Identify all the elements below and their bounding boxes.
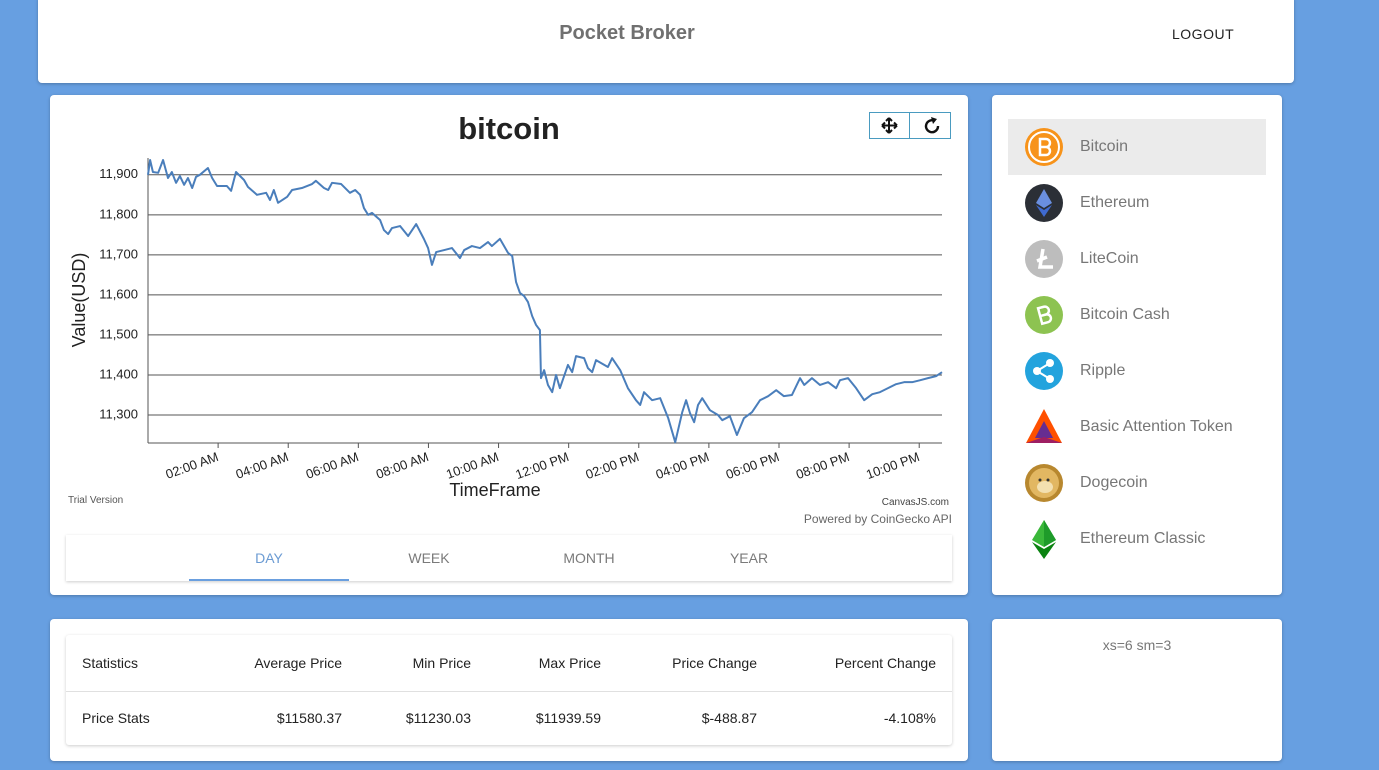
coin-name: Basic Attention Token <box>1080 418 1233 435</box>
table-cell: $11230.03 <box>405 710 471 726</box>
coin-item[interactable]: Ripple <box>1008 343 1266 399</box>
y-axis-title: Value(USD) <box>69 253 89 348</box>
header: Pocket Broker LOGOUT <box>38 0 1294 83</box>
coin-icon <box>1025 184 1063 222</box>
pan-icon <box>881 117 898 134</box>
x-tick-label: 12:00 PM <box>513 449 570 482</box>
canvasjs-credit: CanvasJS.com <box>882 497 949 508</box>
x-tick-label: 08:00 PM <box>794 449 851 482</box>
y-tick-label: 11,800 <box>99 206 138 221</box>
coin-item[interactable]: Bitcoin Cash <box>1008 287 1266 343</box>
chart-title: bitcoin <box>458 111 560 146</box>
tab[interactable]: YEAR <box>729 550 769 566</box>
coin-item[interactable]: Bitcoin <box>1008 119 1266 175</box>
api-credit: Powered by CoinGecko API <box>804 512 952 526</box>
coin-icon <box>1032 520 1056 559</box>
x-tick-label: 10:00 PM <box>864 449 921 482</box>
placeholder-card: xs=6 sm=3 <box>992 619 1282 761</box>
x-tick-label: 02:00 AM <box>164 449 221 482</box>
coin-item[interactable]: Dogecoin <box>1008 455 1266 511</box>
tab[interactable]: WEEK <box>408 550 450 566</box>
x-tick-label: 04:00 AM <box>234 449 291 482</box>
tab-bar: DAY WEEK MONTH YEAR <box>66 535 952 581</box>
x-tick-label: 04:00 PM <box>654 449 711 482</box>
table-cell: $11939.59 <box>535 710 601 726</box>
coin-icon <box>1025 464 1063 502</box>
chart-card: bitcoin Trial Version CanvasJS.com Power… <box>50 95 968 595</box>
coin-name: Ethereum Classic <box>1080 530 1206 547</box>
tab[interactable]: MONTH <box>563 550 615 566</box>
y-tick-label: 11,500 <box>99 326 138 341</box>
tab-indicator <box>189 579 349 581</box>
y-tick-label: 11,600 <box>99 286 138 301</box>
chart-toolbar <box>869 112 951 139</box>
reset-button[interactable] <box>909 112 951 139</box>
y-tick-label: 11,700 <box>99 246 138 261</box>
coin-item[interactable]: LiteCoin <box>1008 231 1266 287</box>
y-tick-label: 11,300 <box>99 406 138 421</box>
logout-button[interactable]: LOGOUT <box>1172 26 1235 42</box>
y-tick-label: 11,900 <box>99 166 138 181</box>
x-tick-label: 02:00 PM <box>584 449 641 482</box>
coin-item[interactable]: Ethereum <box>1008 175 1266 231</box>
column-header: Max Price <box>538 655 601 671</box>
coin-name: Dogecoin <box>1080 474 1148 491</box>
column-header: Min Price <box>412 655 471 671</box>
column-header: Statistics <box>82 655 139 671</box>
x-tick-label: 06:00 PM <box>724 449 781 482</box>
table-cell: -4.108% <box>883 710 936 726</box>
coin-icon <box>1026 409 1062 443</box>
coin-item[interactable]: Ethereum Classic <box>1008 511 1266 567</box>
x-axis-title: TimeFrame <box>449 480 540 500</box>
coin-icon <box>1025 352 1063 390</box>
stats-table: Statistics Average Price Min Price Max P… <box>66 635 952 745</box>
x-tick-label: 08:00 AM <box>374 449 431 482</box>
coin-item[interactable]: Basic Attention Token <box>1008 399 1266 455</box>
column-header: Price Change <box>672 655 757 671</box>
app-title: Pocket Broker <box>559 22 695 44</box>
chart: bitcoin Trial Version CanvasJS.com Power… <box>68 111 952 526</box>
column-header: Average Price <box>254 655 342 671</box>
coin-name: Ethereum <box>1080 194 1150 211</box>
reset-icon <box>924 119 940 134</box>
tab[interactable]: DAY <box>255 550 283 566</box>
layout-note: xs=6 sm=3 <box>1102 637 1172 653</box>
coin-icon <box>1025 240 1063 278</box>
coin-list: Bitcoin Ethereum LiteCoin Bitcoin Cash R… <box>992 95 1282 595</box>
stats-card: Statistics Average Price Min Price Max P… <box>50 619 968 761</box>
reset-arrow <box>931 117 937 124</box>
coin-icon <box>1025 296 1063 334</box>
row-divider <box>66 691 952 692</box>
y-tick-label: 11,400 <box>99 366 138 381</box>
x-tick-label: 10:00 AM <box>444 449 501 482</box>
table-cell: $11580.37 <box>276 710 342 726</box>
table-cell: $-488.87 <box>701 710 757 726</box>
coin-icon <box>1025 128 1063 166</box>
trial-label: Trial Version <box>68 495 123 506</box>
coin-name: LiteCoin <box>1080 250 1139 267</box>
x-tick-label: 06:00 AM <box>304 449 361 482</box>
coin-name: Bitcoin Cash <box>1080 306 1170 323</box>
column-header: Percent Change <box>834 655 936 671</box>
coin-name: Ripple <box>1080 362 1126 379</box>
price-line <box>147 159 943 444</box>
table-cell: Price Stats <box>82 710 150 726</box>
coin-name: Bitcoin <box>1080 138 1129 155</box>
